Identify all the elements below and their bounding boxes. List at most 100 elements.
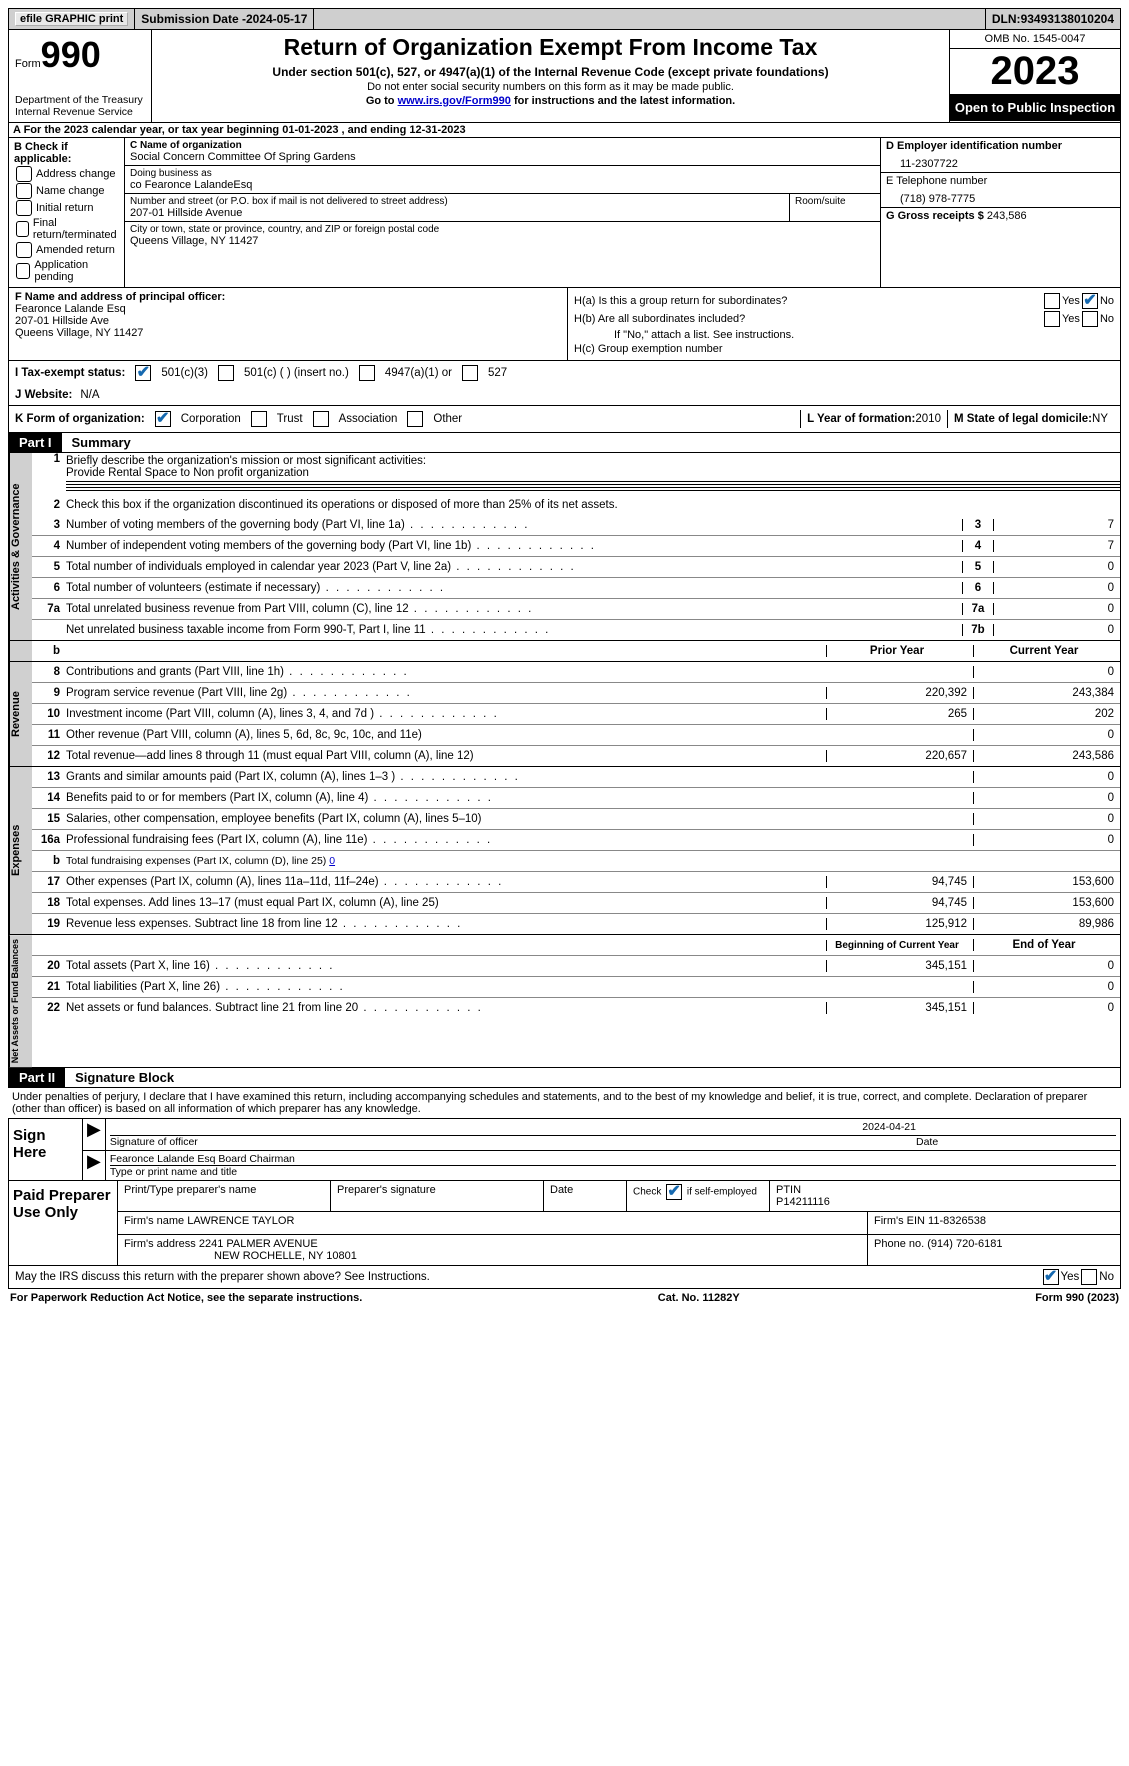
line6-label: Total number of volunteers (estimate if … [66, 580, 962, 596]
check-icon: ✔ [156, 411, 169, 427]
check-icon: ✔ [1044, 1269, 1057, 1285]
line17-cy: 153,600 [973, 876, 1120, 888]
section-netassets: Net Assets or Fund Balances Beginning of… [8, 935, 1121, 1068]
line18-label: Total expenses. Add lines 13–17 (must eq… [66, 895, 826, 911]
topbar-spacer [314, 9, 986, 29]
line15-cy: 0 [973, 813, 1120, 825]
line8-label: Contributions and grants (Part VIII, lin… [66, 664, 826, 680]
current-year-hdr: Current Year [973, 645, 1120, 657]
line5-label: Total number of individuals employed in … [66, 559, 962, 575]
chk-ha-yes[interactable] [1044, 293, 1060, 309]
chk-discuss-no[interactable] [1081, 1269, 1097, 1285]
phone-label: E Telephone number [886, 175, 1115, 187]
form-title: Return of Organization Exempt From Incom… [158, 34, 943, 61]
chk-hb-no[interactable] [1082, 311, 1098, 327]
vtab-revenue: Revenue [9, 662, 32, 766]
sig-date-value: 2024-04-21 [110, 1121, 1116, 1136]
chk-initial-return[interactable] [16, 200, 32, 216]
year-formation: L Year of formation: 2010 [800, 410, 947, 428]
open-inspection: Open to Public Inspection [950, 94, 1120, 121]
line22-py: 345,151 [826, 1002, 973, 1014]
line4-value: 7 [993, 540, 1120, 552]
chk-corp[interactable]: ✔ [155, 411, 171, 427]
tax-status-label: I Tax-exempt status: [15, 367, 125, 379]
vtab-activities: Activities & Governance [9, 453, 32, 640]
dba-label: Doing business as [130, 168, 875, 179]
efile-button[interactable]: efile GRAPHIC print [15, 12, 128, 26]
form-org-label: K Form of organization: [15, 413, 145, 425]
line22-cy: 0 [973, 1002, 1120, 1014]
part2-label: Part II [9, 1068, 65, 1087]
line22-label: Net assets or fund balances. Subtract li… [66, 1000, 826, 1016]
line7a-label: Total unrelated business revenue from Pa… [66, 601, 962, 617]
chk-hb-yes[interactable] [1044, 311, 1060, 327]
line16a-label: Professional fundraising fees (Part IX, … [66, 832, 826, 848]
part1-label: Part I [9, 433, 62, 452]
ptin-label: PTIN [776, 1184, 801, 1196]
header-left: Form990 Department of the Treasury Inter… [9, 30, 152, 122]
firm-ein-label: Firm's EIN [874, 1215, 928, 1227]
form-ref: Form 990 (2023) [1035, 1292, 1119, 1304]
line14-cy: 0 [973, 792, 1120, 804]
line16b-link[interactable]: 0 [329, 855, 335, 867]
chk-trust[interactable] [251, 411, 267, 427]
chk-app-pending[interactable] [16, 263, 30, 279]
line9-cy: 243,384 [973, 687, 1120, 699]
line1-label: Briefly describe the organization's miss… [66, 455, 426, 467]
chk-4947[interactable] [359, 365, 375, 381]
chk-other-org[interactable] [407, 411, 423, 427]
org-name: Social Concern Committee Of Spring Garde… [130, 151, 875, 163]
check-icon: ✔ [667, 1184, 680, 1200]
section-revenue: Revenue 8Contributions and grants (Part … [8, 662, 1121, 767]
dept-treasury: Department of the Treasury Internal Reve… [15, 94, 145, 118]
line5-value: 0 [993, 561, 1120, 573]
chk-501c3[interactable]: ✔ [135, 365, 151, 381]
prep-sig-label: Preparer's signature [331, 1181, 544, 1211]
part2-header: Part II Signature Block [8, 1068, 1121, 1088]
header-mid: Return of Organization Exempt From Incom… [152, 30, 949, 122]
state-domicile: M State of legal domicile: NY [947, 410, 1114, 428]
line8-cy: 0 [973, 666, 1120, 678]
chk-self-employed[interactable]: ✔ [666, 1184, 682, 1200]
chk-ha-no[interactable]: ✔ [1082, 293, 1098, 309]
discuss-text: May the IRS discuss this return with the… [15, 1271, 1041, 1283]
chk-discuss-yes[interactable]: ✔ [1043, 1269, 1059, 1285]
chk-501c[interactable] [218, 365, 234, 381]
line19-py: 125,912 [826, 918, 973, 930]
fh-block: F Name and address of principal officer:… [8, 288, 1121, 361]
sign-here-block: Sign Here ▶ 2024-04-21 Signature of offi… [8, 1118, 1121, 1181]
chk-name-change[interactable] [16, 183, 32, 199]
chk-address-change[interactable] [16, 166, 32, 182]
paid-preparer-block: Paid Preparer Use Only Print/Type prepar… [8, 1181, 1121, 1266]
line4-label: Number of independent voting members of … [66, 538, 962, 554]
dln-cell: DLN: 93493138010204 [986, 9, 1120, 29]
line11-label: Other revenue (Part VIII, column (A), li… [66, 727, 826, 743]
part2-title: Signature Block [65, 1068, 184, 1087]
form-number: 990 [41, 34, 101, 75]
vtab-expenses: Expenses [9, 767, 32, 934]
city-value: Queens Village, NY 11427 [130, 235, 875, 247]
website-label: J Website: [15, 389, 72, 401]
part1-title: Summary [62, 433, 141, 452]
box-f: F Name and address of principal officer:… [9, 288, 568, 360]
prep-phone-value: (914) 720-6181 [927, 1238, 1002, 1250]
line7b-label: Net unrelated business taxable income fr… [66, 622, 962, 638]
firm-ein-value: 11-8326538 [928, 1215, 986, 1227]
street-label: Number and street (or P.O. box if mail i… [130, 196, 784, 207]
ein-value: 11-2307722 [886, 152, 1115, 170]
type-print-label: Type or print name and title [110, 1166, 1116, 1178]
check-icon: ✔ [1083, 293, 1096, 309]
hb-note: If "No," attach a list. See instructions… [574, 329, 1114, 341]
firm-addr2: NEW ROCHELLE, NY 10801 [124, 1250, 357, 1262]
chk-assoc[interactable] [313, 411, 329, 427]
line13-label: Grants and similar amounts paid (Part IX… [66, 769, 826, 785]
chk-final-return[interactable] [16, 221, 29, 237]
room-suite-label: Room/suite [790, 194, 880, 221]
form990-link[interactable]: www.irs.gov/Form990 [398, 95, 511, 107]
discuss-row: May the IRS discuss this return with the… [8, 1266, 1121, 1289]
firm-addr-label: Firm's address [124, 1238, 199, 1250]
firm-addr1: 2241 PALMER AVENUE [199, 1238, 318, 1250]
chk-amended[interactable] [16, 242, 32, 258]
page-footer: For Paperwork Reduction Act Notice, see … [8, 1289, 1121, 1307]
chk-527[interactable] [462, 365, 478, 381]
